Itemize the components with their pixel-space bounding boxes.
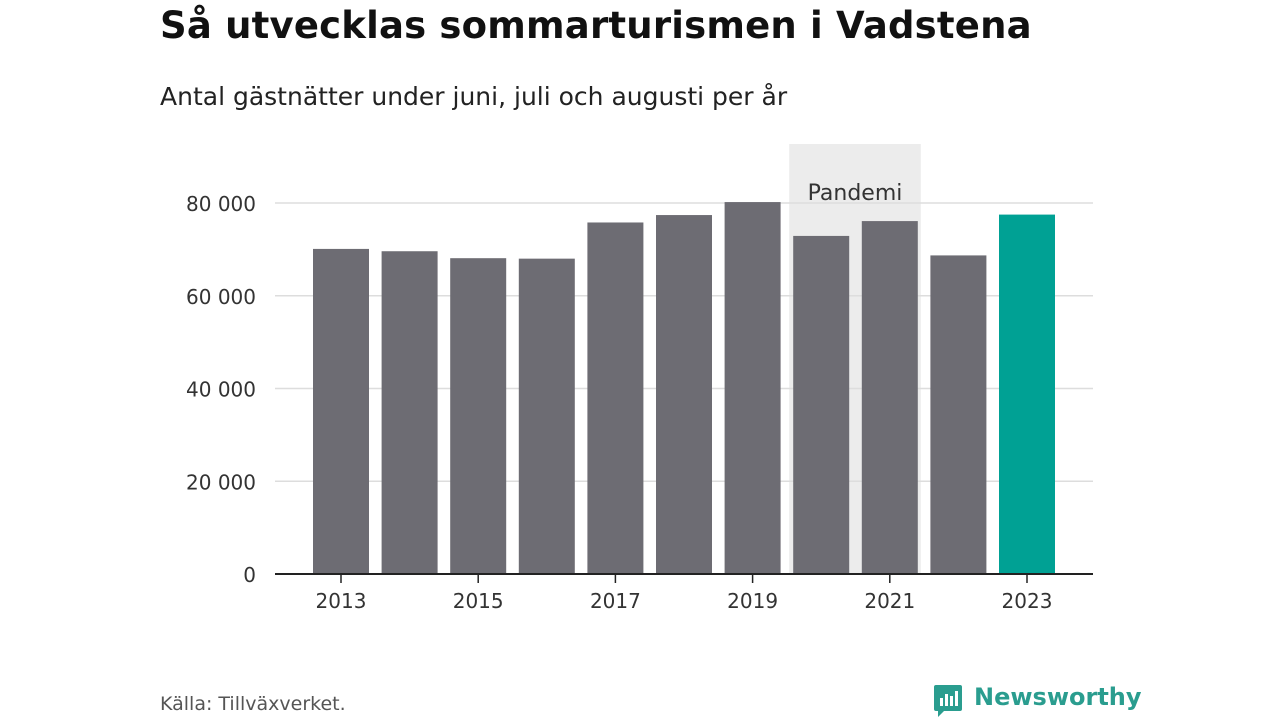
bar-2023 (999, 214, 1055, 574)
x-tick-label: 2023 (1002, 589, 1053, 613)
y-tick-label: 60 000 (186, 285, 256, 309)
source-note: Källa: Tillväxverket. (160, 693, 346, 715)
bar-2017 (587, 222, 644, 575)
brand-name: Newsworthy (974, 683, 1142, 711)
annotation-label: Pandemi (808, 181, 903, 206)
x-tick-label: 2017 (590, 589, 641, 613)
bar-2016 (518, 258, 575, 574)
y-tick-label: 40 000 (186, 378, 256, 402)
bar-2014 (381, 251, 438, 575)
x-tick-label: 2021 (864, 589, 915, 613)
newsworthy-logo-icon (934, 685, 962, 717)
bar-2020 (793, 235, 850, 574)
y-tick-label: 0 (243, 563, 256, 587)
bar-2018 (656, 215, 712, 574)
bar-2015 (450, 258, 507, 574)
chart-title: Så utvecklas sommarturismen i Vadstena (160, 4, 1032, 47)
x-tick-label: 2015 (453, 589, 504, 613)
x-tick-label: 2013 (316, 589, 367, 613)
chart-subtitle: Antal gästnätter under juni, juli och au… (160, 82, 788, 111)
bar-2013 (313, 248, 369, 574)
y-tick-label: 20 000 (186, 470, 256, 494)
y-tick-label: 80 000 (186, 192, 256, 216)
bar-chart: Pandemi 0 20 000 40 000 60 000 80 000 2013 2015… (186, 144, 1093, 613)
bar-2022 (930, 255, 987, 574)
bar-2021 (861, 221, 918, 574)
x-tick-label: 2019 (727, 589, 778, 613)
bar-2019 (724, 202, 781, 574)
